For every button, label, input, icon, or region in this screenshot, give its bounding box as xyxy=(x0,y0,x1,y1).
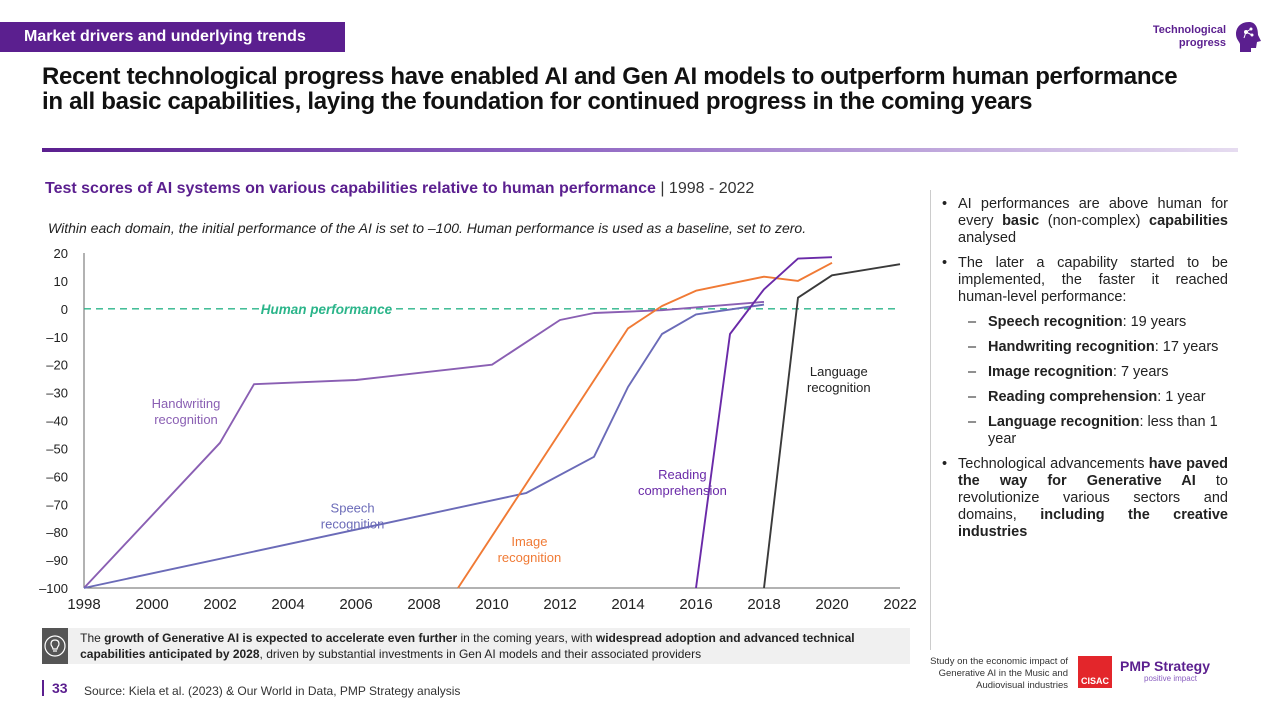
series-label: recognition xyxy=(807,380,871,395)
source-note: Source: Kiela et al. (2023) & Our World … xyxy=(84,684,461,698)
x-tick-label: 2014 xyxy=(611,596,644,613)
key-takeaways: AI performances are above human for ever… xyxy=(940,196,1228,549)
x-tick-label: 2008 xyxy=(407,596,440,613)
x-tick-label: 2000 xyxy=(135,596,168,613)
sub-bullet-speech: Speech recognition: 19 years xyxy=(940,314,1228,331)
pmp-name: PMP Strategy xyxy=(1120,658,1210,674)
y-tick-label: –70 xyxy=(46,497,68,512)
x-tick-label: 2022 xyxy=(883,596,916,613)
x-tick-label: 2006 xyxy=(339,596,372,613)
x-tick-label: 2004 xyxy=(271,596,304,613)
series-label: Speech xyxy=(331,501,375,516)
series-label: Reading xyxy=(658,467,706,482)
chart-title: Test scores of AI systems on various cap… xyxy=(45,180,755,197)
series-label: recognition xyxy=(498,550,562,565)
section-tag: Market drivers and underlying trends xyxy=(0,22,345,52)
series-line-language-recognition xyxy=(763,263,901,589)
sub-bullet-language: Language recognition: less than 1 year xyxy=(940,414,1228,448)
x-tick-label: 2020 xyxy=(815,596,848,613)
topic-label: Technological progress xyxy=(1152,24,1226,49)
y-tick-label: –50 xyxy=(46,441,68,456)
series-label: recognition xyxy=(321,517,385,532)
sub-bullet-reading: Reading comprehension: 1 year xyxy=(940,389,1228,406)
sub-bullet-handwriting: Handwriting recognition: 17 years xyxy=(940,339,1228,356)
x-tick-label: 1998 xyxy=(67,596,100,613)
brain-head-icon xyxy=(1236,22,1261,52)
lightbulb-icon xyxy=(42,628,69,664)
x-tick-label: 2016 xyxy=(679,596,712,613)
y-tick-label: 0 xyxy=(61,302,68,317)
cisac-logo: CISAC xyxy=(1078,656,1112,688)
y-tick-label: –90 xyxy=(46,553,68,568)
series-line-reading-comprehension xyxy=(695,256,833,589)
series-line-speech-recognition xyxy=(83,303,765,589)
bullet-1: AI performances are above human for ever… xyxy=(940,196,1228,247)
x-tick-label: 2018 xyxy=(747,596,780,613)
y-tick-label: –60 xyxy=(46,469,68,484)
series-label: Language xyxy=(810,364,868,379)
line-chart: 20100–10–20–30–40–50–60–70–80–90–1001998… xyxy=(39,246,917,613)
sub-bullet-image: Image recognition: 7 years xyxy=(940,364,1228,381)
callout-box: The growth of Generative AI is expected … xyxy=(42,628,910,664)
y-tick-label: –20 xyxy=(46,358,68,373)
topic-badge: Technological progress xyxy=(1136,20,1264,54)
baseline-label: Human performance xyxy=(261,302,393,317)
page-number: 33 xyxy=(42,680,68,696)
x-tick-label: 2010 xyxy=(475,596,508,613)
y-tick-label: 10 xyxy=(54,274,68,289)
chart-period: | 1998 - 2022 xyxy=(655,180,755,197)
bullet-2: The later a capability started to be imp… xyxy=(940,255,1228,306)
y-tick-label: –30 xyxy=(46,386,68,401)
x-tick-label: 2012 xyxy=(543,596,576,613)
chart-note: Within each domain, the initial performa… xyxy=(48,220,807,236)
pmp-logo: PMP Strategy positive impact xyxy=(1120,658,1210,683)
bullet-3: Technological advancements have paved th… xyxy=(940,456,1228,541)
series-line-handwriting-recognition xyxy=(83,300,765,589)
series-label: recognition xyxy=(154,412,218,427)
y-tick-label: –10 xyxy=(46,330,68,345)
y-tick-label: –100 xyxy=(39,581,68,596)
title-underline xyxy=(42,148,1238,152)
pmp-tagline: positive impact xyxy=(1144,674,1197,683)
callout-text: The growth of Generative AI is expected … xyxy=(80,631,855,661)
series-line-image-recognition xyxy=(457,261,833,589)
y-tick-label: –80 xyxy=(46,525,68,540)
x-tick-label: 2002 xyxy=(203,596,236,613)
divider xyxy=(930,190,931,650)
series-label: Image xyxy=(511,534,547,549)
series-label: comprehension xyxy=(638,483,727,498)
y-tick-label: 20 xyxy=(54,246,68,261)
y-tick-label: –40 xyxy=(46,414,68,429)
series-label: Handwriting xyxy=(152,396,221,411)
page-title: Recent technological progress have enabl… xyxy=(42,63,1178,115)
study-title: Study on the economic impact of Generati… xyxy=(930,656,1068,691)
